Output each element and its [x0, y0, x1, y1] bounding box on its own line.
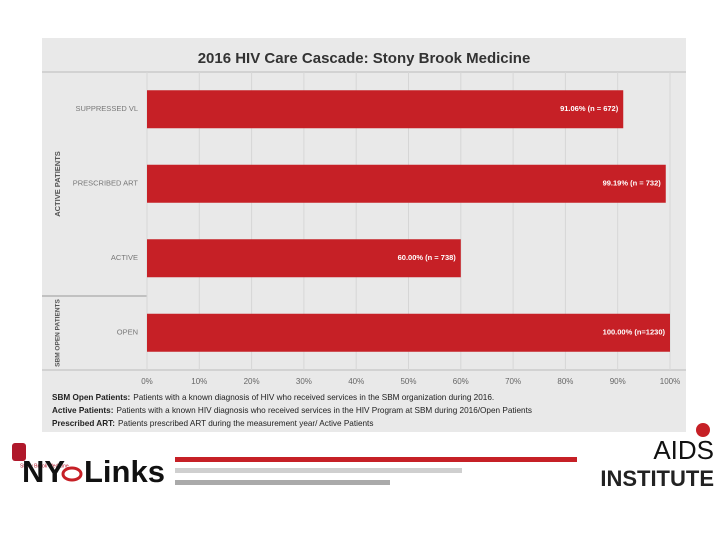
category-label: SUPPRESSED VL — [75, 104, 138, 113]
logo-institute: INSTITUTE — [600, 466, 714, 491]
x-tick-label: 90% — [610, 377, 626, 386]
bar — [147, 239, 461, 278]
logo-shield — [12, 443, 26, 461]
logo-link — [61, 466, 83, 482]
data-label: 99.19% (n = 732) — [603, 179, 662, 188]
footnote-text: Patients prescribed ART during the measu… — [118, 419, 373, 428]
footnote-text: Patients with a known HIV diagnosis who … — [116, 406, 532, 415]
category-label: ACTIVE — [111, 253, 138, 262]
logo-mark — [696, 423, 710, 437]
bar — [147, 164, 666, 203]
x-tick-label: 60% — [453, 377, 469, 386]
x-tick-label: 70% — [505, 377, 521, 386]
chart-title: 2016 HIV Care Cascade: Stony Brook Medic… — [198, 50, 531, 67]
footnotes: SBM Open Patients: Patients with a known … — [52, 393, 532, 428]
x-tick-label: 40% — [348, 377, 364, 386]
category-label: PRESCRIBED ART — [73, 179, 139, 188]
bar — [147, 313, 670, 352]
group-label: SBM OPEN PATIENTS — [55, 299, 62, 367]
logo-aids: AIDS — [653, 435, 714, 465]
x-tick-label: 80% — [557, 377, 573, 386]
data-label: 100.00% (n=1230) — [603, 328, 666, 337]
footnote: Prescribed ART: Patients prescribed ART d… — [52, 419, 373, 428]
x-tick-label: 100% — [660, 377, 680, 386]
category-label: OPEN — [117, 328, 138, 337]
footnote-term: Prescribed ART: — [52, 419, 115, 428]
x-tick-label: 20% — [244, 377, 260, 386]
decor-bar — [175, 468, 462, 473]
decor-bar — [175, 480, 390, 485]
x-tick-label: 30% — [296, 377, 312, 386]
logo-ny: NY — [22, 454, 65, 489]
footnote: SBM Open Patients: Patients with a known … — [52, 393, 494, 402]
footnote: Active Patients: Patients with a known HI… — [52, 406, 532, 415]
logo-text: Stony Brook Medicine — [20, 463, 69, 469]
group-label: ACTIVE PATIENTS — [53, 151, 62, 217]
decor-bar — [175, 457, 577, 462]
x-tick-label: 50% — [400, 377, 416, 386]
footnote-term: Active Patients: — [52, 406, 113, 415]
data-label: 91.06% (n = 672) — [560, 104, 619, 113]
x-tick-label: 10% — [191, 377, 207, 386]
data-label: 60.00% (n = 738) — [398, 253, 457, 262]
x-tick-label: 0% — [141, 377, 153, 386]
footnote-term: SBM Open Patients: — [52, 393, 130, 402]
logo-links: Links — [84, 454, 165, 489]
footnote-text: Patients with a known diagnosis of HIV w… — [133, 393, 494, 402]
bar — [147, 90, 624, 129]
